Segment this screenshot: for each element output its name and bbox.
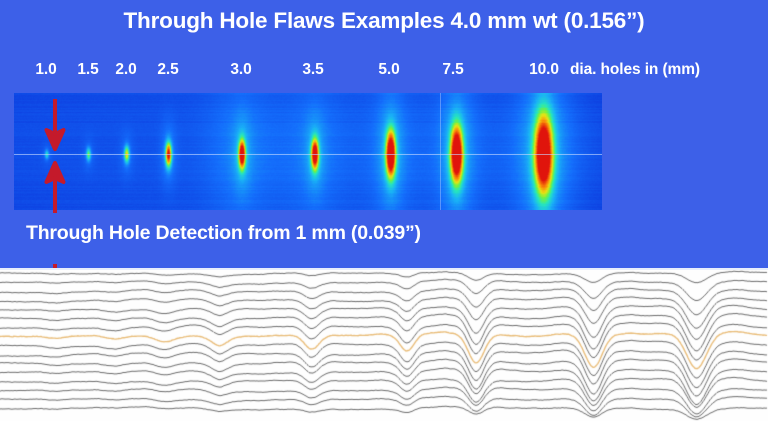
scale-label-7-5: 7.5 (442, 61, 464, 78)
page-title: Through Hole Flaws Examples 4.0 mm wt (0… (123, 8, 645, 33)
waveform-stack-panel (0, 268, 768, 421)
arrow-down-cscan-icon (44, 99, 66, 151)
waveform-canvas (0, 268, 768, 421)
scale-label-2-5: 2.5 (157, 61, 179, 78)
scale-label-5-0: 5.0 (378, 61, 400, 78)
scale-label-row: 1.0 1.5 2.0 2.5 3.0 3.5 5.0 7.5 10.0 dia… (0, 61, 768, 83)
scale-label-10-0: 10.0 (529, 61, 559, 78)
scale-label-1-5: 1.5 (77, 61, 99, 78)
c-scan-image (14, 93, 602, 210)
arrow-up-cscan-icon (44, 161, 66, 213)
scale-label-2-0: 2.0 (115, 61, 137, 78)
scale-unit-label: dia. holes in (mm) (570, 61, 700, 78)
scale-label-1-0: 1.0 (35, 61, 57, 78)
scale-label-3-5: 3.5 (302, 61, 324, 78)
scale-label-3-0: 3.0 (230, 61, 252, 78)
section-caption: Through Hole Detection from 1 mm (0.039”… (26, 222, 421, 244)
waveform-top-edge (0, 268, 768, 270)
c-scan-vertical-gridline (440, 93, 441, 210)
c-scan-horizontal-gridline (14, 154, 602, 155)
c-scan-canvas (14, 93, 602, 210)
